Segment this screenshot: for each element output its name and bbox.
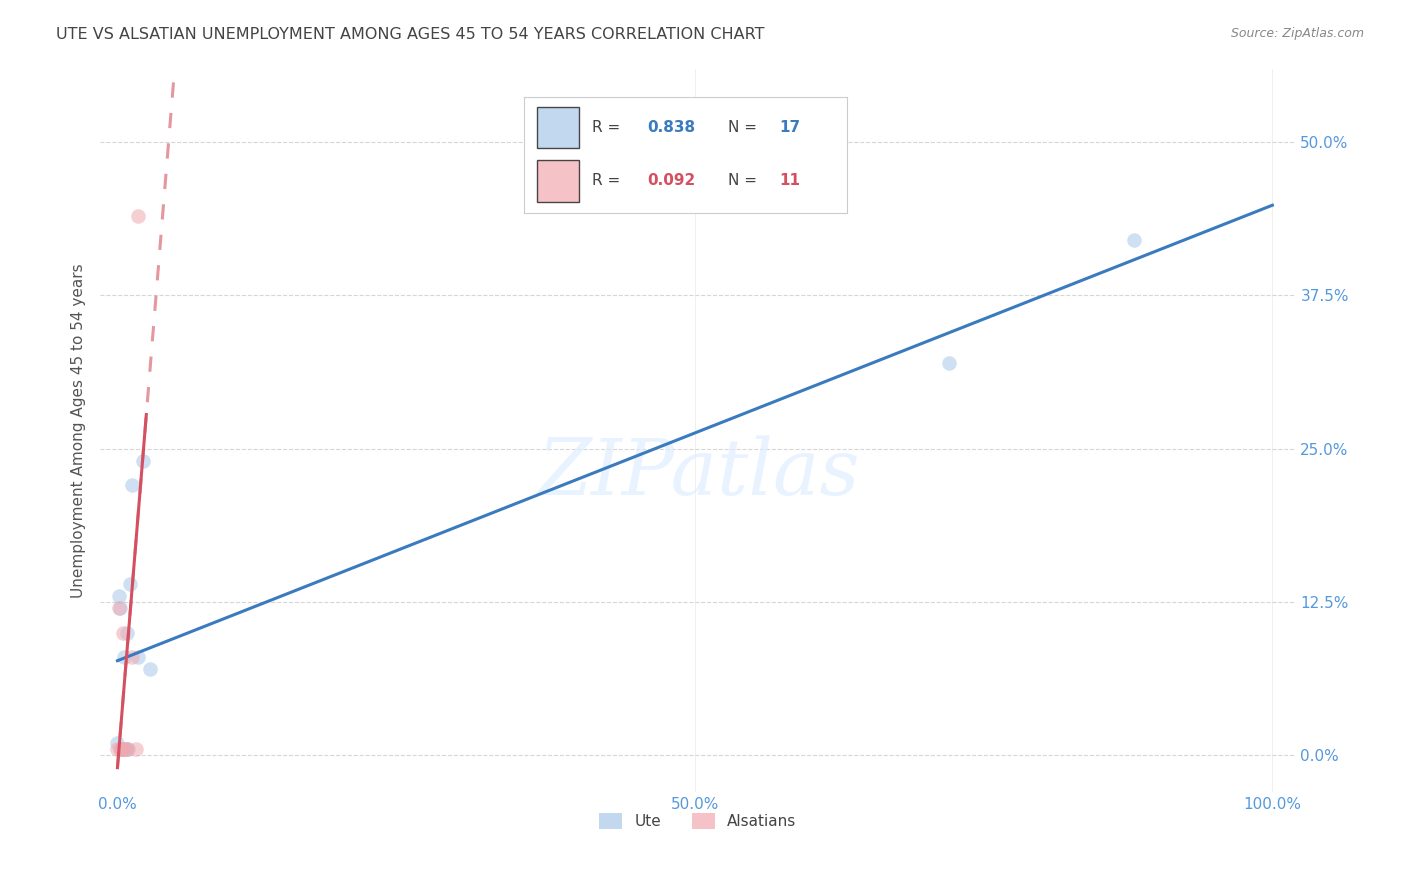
Point [114,742,136,756]
Point [110,742,132,756]
Point [125,742,148,756]
Point [111,742,134,756]
Point [111,742,134,756]
Y-axis label: Unemployment Among Ages 45 to 54 years: Unemployment Among Ages 45 to 54 years [72,263,86,598]
Point [121,650,143,665]
Point [108,601,131,615]
Point [117,742,139,756]
Point [112,650,135,665]
Point [115,625,138,640]
Point [121,478,143,492]
Text: Source: ZipAtlas.com: Source: ZipAtlas.com [1230,27,1364,40]
Point [127,209,149,223]
Point [107,736,129,750]
Point [139,662,162,676]
Point [938,356,960,370]
Legend: Ute, Alsatians: Ute, Alsatians [593,806,803,835]
Point [132,454,155,468]
Point [108,742,131,756]
Point [1122,233,1144,247]
Point [107,742,129,756]
Text: UTE VS ALSATIAN UNEMPLOYMENT AMONG AGES 45 TO 54 YEARS CORRELATION CHART: UTE VS ALSATIAN UNEMPLOYMENT AMONG AGES … [56,27,765,42]
Point [110,742,132,756]
Point [114,742,136,756]
Point [107,601,129,615]
Point [115,742,138,756]
Point [127,650,149,665]
Text: ZIPatlas: ZIPatlas [537,435,859,512]
Point [112,742,135,756]
Point [120,576,142,591]
Point [112,625,135,640]
Point [107,589,129,603]
